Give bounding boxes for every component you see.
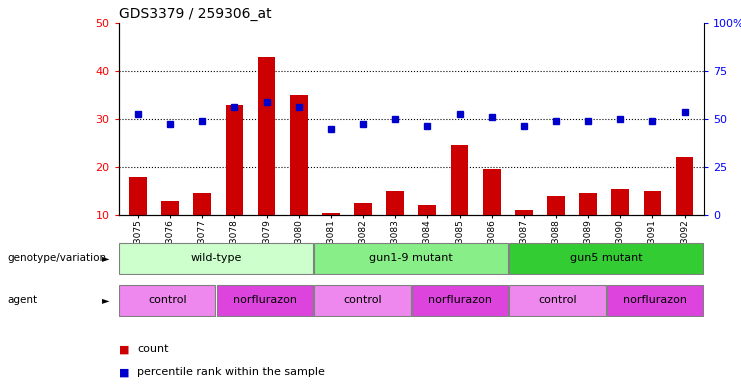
FancyBboxPatch shape <box>217 285 313 316</box>
Text: percentile rank within the sample: percentile rank within the sample <box>137 367 325 377</box>
Bar <box>386 191 404 215</box>
Text: gun5 mutant: gun5 mutant <box>570 253 642 263</box>
Text: norflurazon: norflurazon <box>233 295 297 306</box>
Bar <box>547 196 565 215</box>
FancyBboxPatch shape <box>314 285 411 316</box>
FancyBboxPatch shape <box>607 285 703 316</box>
Bar <box>225 104 243 215</box>
Bar <box>451 146 468 215</box>
Text: norflurazon: norflurazon <box>428 295 492 306</box>
FancyBboxPatch shape <box>510 243 703 274</box>
Bar <box>419 205 436 215</box>
Text: ■: ■ <box>119 344 129 354</box>
Text: ►: ► <box>102 295 110 306</box>
Bar <box>193 194 211 215</box>
Text: agent: agent <box>7 295 38 306</box>
Text: control: control <box>538 295 577 306</box>
Text: norflurazon: norflurazon <box>623 295 687 306</box>
FancyBboxPatch shape <box>510 285 605 316</box>
Text: ►: ► <box>102 253 110 263</box>
Bar <box>162 200 179 215</box>
Text: control: control <box>148 295 187 306</box>
Bar <box>322 213 339 215</box>
Text: ■: ■ <box>119 367 129 377</box>
Bar <box>644 191 661 215</box>
FancyBboxPatch shape <box>119 243 313 274</box>
Bar <box>676 157 694 215</box>
Bar <box>354 203 372 215</box>
Bar <box>258 56 276 215</box>
Bar <box>611 189 629 215</box>
Text: control: control <box>343 295 382 306</box>
Text: gun1-9 mutant: gun1-9 mutant <box>369 253 453 263</box>
Bar <box>515 210 533 215</box>
Text: count: count <box>137 344 169 354</box>
Bar <box>483 169 500 215</box>
FancyBboxPatch shape <box>412 285 508 316</box>
Bar <box>129 177 147 215</box>
FancyBboxPatch shape <box>314 243 508 274</box>
Text: GDS3379 / 259306_at: GDS3379 / 259306_at <box>119 7 271 21</box>
Text: genotype/variation: genotype/variation <box>7 253 107 263</box>
Bar <box>579 194 597 215</box>
Bar <box>290 95 308 215</box>
FancyBboxPatch shape <box>119 285 216 316</box>
Text: wild-type: wild-type <box>190 253 242 263</box>
